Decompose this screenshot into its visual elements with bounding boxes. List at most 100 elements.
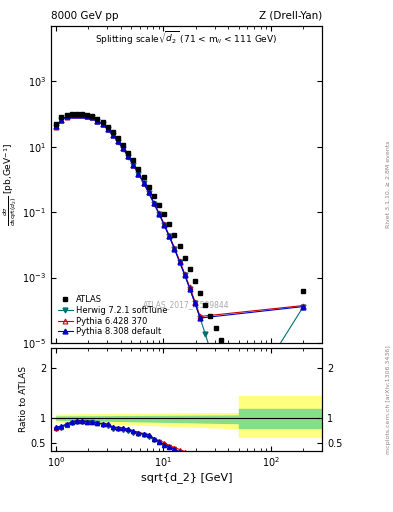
- Pythia 6.428 370: [100, 121, 105, 127]
- Pythia 6.428 370: [167, 232, 172, 239]
- Text: Rivet 3.1.10, ≥ 2.8M events: Rivet 3.1.10, ≥ 2.8M events: [386, 141, 391, 228]
- Herwig 7.2.1 softTune: [100, 121, 105, 127]
- Pythia 6.428 370: [90, 114, 95, 120]
- Pythia 8.308 default: [131, 162, 136, 168]
- Pythia 6.428 370: [193, 298, 197, 305]
- ATLAS: [193, 278, 197, 284]
- ATLAS: [116, 135, 120, 141]
- Pythia 6.428 370: [116, 138, 120, 144]
- ATLAS: [54, 120, 59, 126]
- Herwig 7.2.1 softTune: [301, 304, 306, 310]
- Pythia 8.308 default: [95, 117, 100, 123]
- Herwig 7.2.1 softTune: [218, 382, 223, 388]
- Herwig 7.2.1 softTune: [187, 286, 192, 292]
- ATLAS: [187, 266, 192, 272]
- Line: ATLAS: ATLAS: [54, 112, 306, 431]
- Pythia 6.428 370: [69, 112, 74, 118]
- Pythia 8.308 default: [301, 304, 306, 310]
- Y-axis label: Ratio to ATLAS: Ratio to ATLAS: [19, 367, 28, 432]
- Pythia 8.308 default: [110, 132, 115, 138]
- Herwig 7.2.1 softTune: [85, 113, 90, 119]
- Herwig 7.2.1 softTune: [172, 246, 177, 252]
- Pythia 6.428 370: [74, 112, 79, 118]
- ATLAS: [64, 112, 69, 118]
- Pythia 8.308 default: [54, 123, 59, 130]
- ATLAS: [172, 232, 177, 238]
- Pythia 8.308 default: [167, 233, 172, 240]
- Pythia 6.428 370: [177, 258, 182, 264]
- Herwig 7.2.1 softTune: [80, 112, 84, 118]
- ATLAS: [249, 413, 254, 419]
- ATLAS: [95, 116, 100, 122]
- Text: 8000 GeV pp: 8000 GeV pp: [51, 11, 119, 21]
- Pythia 8.308 default: [121, 145, 125, 152]
- ATLAS: [59, 114, 64, 120]
- ATLAS: [218, 337, 223, 344]
- Pythia 6.428 370: [147, 189, 151, 196]
- Herwig 7.2.1 softTune: [213, 365, 218, 371]
- Herwig 7.2.1 softTune: [110, 133, 115, 139]
- ATLAS: [234, 374, 239, 380]
- ATLAS: [203, 302, 208, 308]
- Herwig 7.2.1 softTune: [90, 114, 95, 120]
- Pythia 6.428 370: [105, 126, 110, 132]
- Herwig 7.2.1 softTune: [74, 112, 79, 118]
- Pythia 8.308 default: [116, 138, 120, 144]
- Pythia 6.428 370: [187, 284, 192, 290]
- Pythia 8.308 default: [162, 222, 167, 228]
- Text: ATLAS_2017_I1589844: ATLAS_2017_I1589844: [143, 301, 230, 309]
- ATLAS: [105, 124, 110, 130]
- Pythia 6.428 370: [141, 180, 146, 186]
- ATLAS: [147, 184, 151, 190]
- Pythia 6.428 370: [126, 153, 130, 159]
- Pythia 8.308 default: [141, 180, 146, 186]
- Herwig 7.2.1 softTune: [182, 272, 187, 278]
- ATLAS: [239, 387, 244, 393]
- Pythia 8.308 default: [85, 113, 90, 119]
- Pythia 8.308 default: [193, 300, 197, 306]
- Pythia 8.308 default: [152, 200, 156, 206]
- ATLAS: [80, 111, 84, 117]
- Herwig 7.2.1 softTune: [69, 112, 74, 118]
- Herwig 7.2.1 softTune: [162, 222, 167, 228]
- Pythia 8.308 default: [105, 126, 110, 132]
- Pythia 6.428 370: [198, 313, 202, 319]
- Pythia 6.428 370: [110, 132, 115, 138]
- Pythia 6.428 370: [157, 210, 162, 216]
- ATLAS: [198, 289, 202, 295]
- Herwig 7.2.1 softTune: [193, 300, 197, 306]
- Herwig 7.2.1 softTune: [229, 419, 233, 425]
- Pythia 6.428 370: [182, 271, 187, 277]
- ATLAS: [126, 150, 130, 156]
- Text: mcplots.cern.ch [arXiv:1306.3436]: mcplots.cern.ch [arXiv:1306.3436]: [386, 345, 391, 454]
- ATLAS: [254, 425, 259, 432]
- Pythia 8.308 default: [100, 121, 105, 127]
- ATLAS: [136, 166, 141, 172]
- ATLAS: [74, 111, 79, 117]
- Pythia 8.308 default: [59, 117, 64, 123]
- Herwig 7.2.1 softTune: [64, 114, 69, 120]
- Herwig 7.2.1 softTune: [157, 211, 162, 217]
- ATLAS: [182, 255, 187, 261]
- ATLAS: [229, 362, 233, 368]
- Pythia 6.428 370: [95, 117, 100, 123]
- Pythia 6.428 370: [85, 113, 90, 119]
- Herwig 7.2.1 softTune: [126, 154, 130, 160]
- Herwig 7.2.1 softTune: [59, 117, 64, 123]
- Herwig 7.2.1 softTune: [208, 347, 213, 353]
- Pythia 8.308 default: [69, 112, 74, 118]
- Pythia 6.428 370: [121, 145, 125, 152]
- Line: Pythia 6.428 370: Pythia 6.428 370: [54, 112, 306, 319]
- Herwig 7.2.1 softTune: [131, 162, 136, 168]
- Herwig 7.2.1 softTune: [105, 126, 110, 132]
- ATLAS: [100, 119, 105, 125]
- Pythia 8.308 default: [147, 189, 151, 196]
- Pythia 8.308 default: [136, 170, 141, 177]
- Pythia 8.308 default: [172, 246, 177, 252]
- Pythia 8.308 default: [64, 113, 69, 119]
- Pythia 6.428 370: [80, 112, 84, 118]
- ATLAS: [85, 112, 90, 118]
- ATLAS: [157, 202, 162, 208]
- ATLAS: [90, 113, 95, 119]
- Herwig 7.2.1 softTune: [147, 190, 151, 196]
